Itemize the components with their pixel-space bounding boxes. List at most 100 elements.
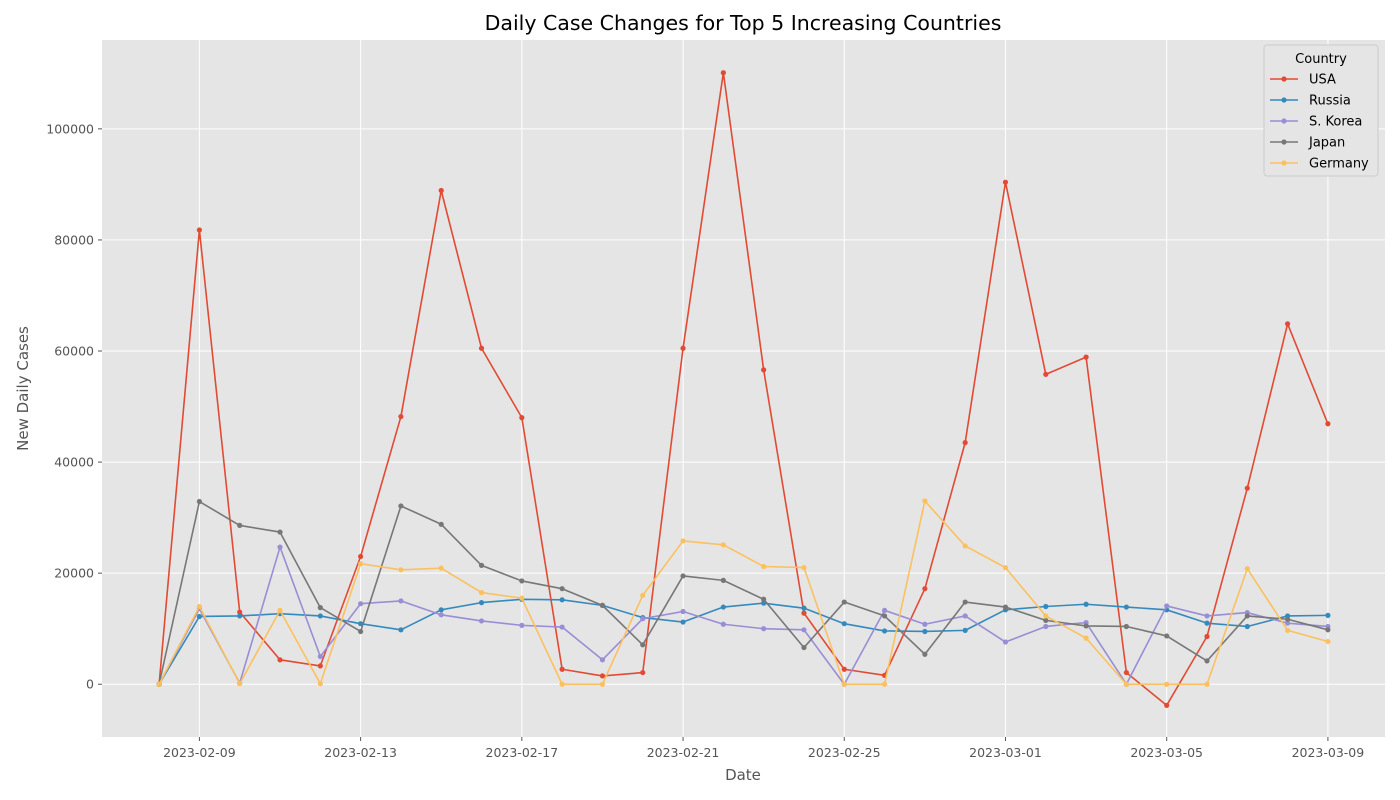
data-point [761, 596, 767, 602]
data-point [841, 621, 847, 627]
data-point [277, 529, 283, 535]
y-tick-label: 100000 [46, 121, 94, 136]
x-tick-label: 2023-03-09 [1292, 745, 1365, 760]
data-point [317, 613, 323, 619]
data-point [680, 619, 686, 625]
data-point [1164, 603, 1170, 609]
x-tick-label: 2023-02-13 [324, 745, 397, 760]
data-point [1244, 485, 1250, 491]
data-point [519, 578, 525, 584]
data-point [1204, 613, 1210, 619]
legend-title: Country [1295, 52, 1347, 67]
data-point [478, 562, 485, 568]
data-point [1123, 623, 1129, 630]
series-line [158, 500, 1329, 685]
data-point [1285, 620, 1291, 626]
y-axis-ticks: 0 20000 40000 60000 80000 100000 [46, 121, 102, 692]
x-tick-label: 2023-02-25 [808, 745, 881, 760]
legend-marker [1281, 118, 1287, 124]
data-point [237, 613, 243, 619]
data-point [438, 187, 444, 194]
data-point [1002, 565, 1009, 571]
data-point [1204, 620, 1210, 626]
data-point [1083, 354, 1089, 360]
legend-item: Russia [1270, 94, 1351, 109]
legend-label: Germany [1309, 157, 1369, 172]
grid-lines [102, 40, 1385, 737]
data-point [358, 601, 364, 607]
data-point [1083, 601, 1089, 607]
data-point [599, 681, 606, 687]
legend-items: USA Russia S. Korea Japan Germany [1270, 73, 1369, 172]
data-point [398, 567, 404, 573]
data-point [1123, 681, 1129, 687]
data-point [358, 628, 364, 635]
data-point [720, 604, 726, 610]
data-point [478, 618, 485, 624]
data-point [398, 503, 404, 509]
legend-label: Russia [1309, 94, 1351, 109]
data-point [801, 565, 807, 571]
legend-item: S. Korea [1270, 115, 1362, 130]
data-point [237, 681, 243, 687]
legend-marker [1281, 139, 1287, 145]
legend: Country USA Russia S. Korea Japan Germany [1263, 44, 1379, 177]
plot-area [102, 40, 1385, 737]
data-point [881, 607, 888, 613]
data-point [1244, 623, 1250, 630]
data-point [841, 681, 847, 687]
data-point [1083, 623, 1089, 629]
data-point [761, 367, 767, 373]
data-point [519, 415, 525, 421]
data-point [519, 595, 525, 601]
data-point [881, 628, 888, 634]
data-point [277, 657, 283, 663]
data-point [1164, 702, 1170, 708]
data-point [1204, 658, 1210, 664]
data-point [1002, 179, 1009, 185]
data-point [317, 663, 323, 669]
data-point [1204, 633, 1210, 640]
x-tick-label: 2023-02-09 [163, 745, 236, 760]
legend-item: Japan [1270, 136, 1345, 151]
data-point [196, 613, 202, 620]
data-point [761, 626, 767, 632]
data-point [680, 345, 686, 351]
data-point [1043, 371, 1049, 377]
series-germany [156, 498, 1331, 687]
data-point [277, 544, 283, 550]
data-point [922, 651, 928, 657]
legend-marker [1281, 76, 1287, 82]
data-point [1002, 604, 1009, 610]
x-axis-ticks: 2023-02-09 2023-02-13 2023-02-17 2023-02-21… [163, 737, 1364, 760]
y-axis-title: New Daily Cases [14, 326, 32, 451]
data-point [922, 621, 928, 627]
legend-marker [1281, 160, 1287, 166]
data-point [478, 600, 485, 606]
data-point [196, 603, 202, 610]
data-point [1123, 604, 1129, 610]
data-point [640, 669, 646, 676]
data-point [922, 628, 928, 635]
x-tick-label: 2023-03-05 [1130, 745, 1203, 760]
data-point [640, 592, 646, 598]
data-point [559, 597, 565, 603]
data-point [1043, 603, 1049, 610]
data-point [1325, 421, 1331, 427]
data-point [237, 609, 243, 615]
y-tick-label: 80000 [54, 232, 94, 247]
data-point [1043, 613, 1049, 619]
data-point [317, 681, 323, 687]
data-point [599, 657, 606, 663]
data-point [358, 553, 364, 560]
data-point [1083, 635, 1089, 641]
x-tick-label: 2023-03-01 [969, 745, 1042, 760]
data-point [1285, 616, 1291, 622]
data-point [922, 498, 928, 504]
data-point [438, 607, 444, 613]
data-point [1244, 566, 1250, 572]
y-tick-label: 0 [86, 677, 94, 692]
data-point [478, 345, 485, 351]
data-point [881, 613, 888, 619]
